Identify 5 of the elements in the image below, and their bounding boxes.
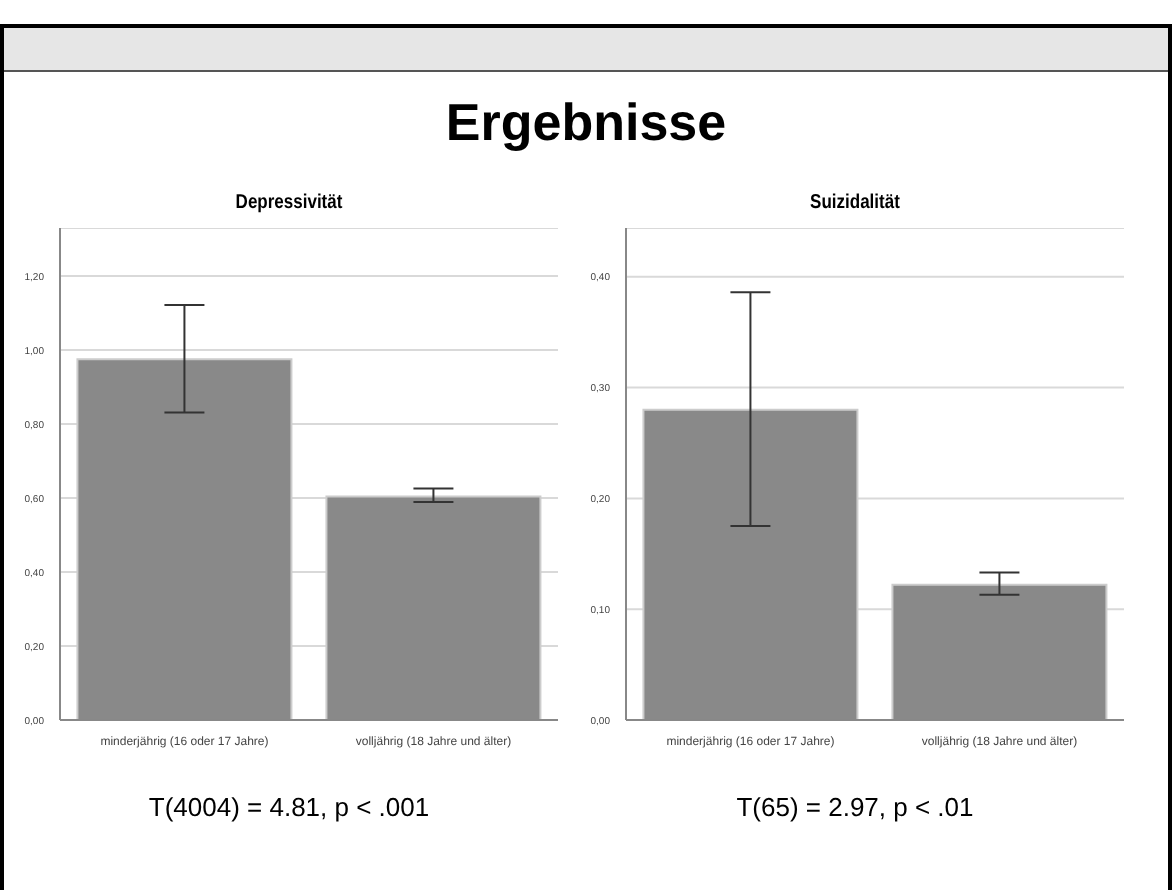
text: T(4004) = 4.81, p < .001 <box>146 792 432 822</box>
text: T(65) = 2.97, p < .01 <box>734 792 976 822</box>
chart-title: Suizidalität <box>808 192 902 218</box>
chart-title: Depressivität <box>233 192 345 218</box>
text: Ergebnisse <box>443 92 729 154</box>
